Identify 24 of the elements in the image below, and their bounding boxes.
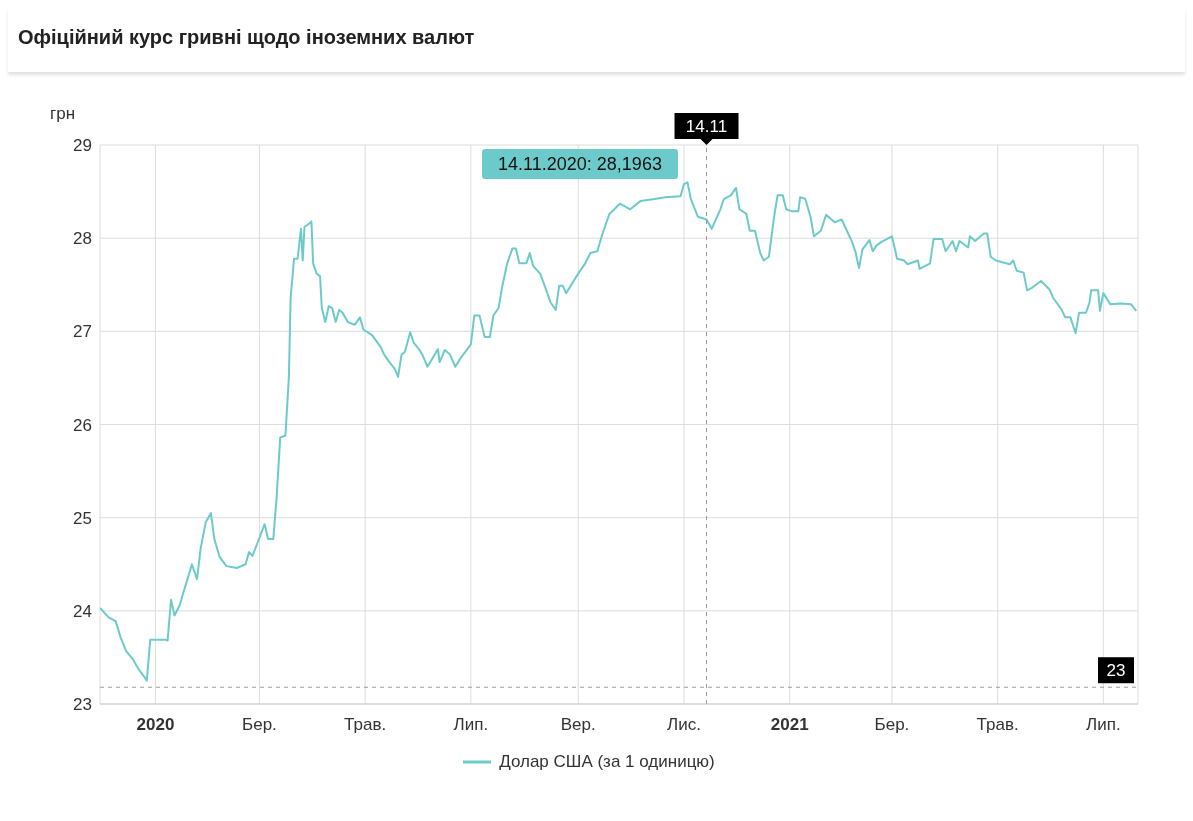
x-tick-label: Бер.	[874, 715, 910, 734]
y-tick-label: 25	[73, 508, 92, 528]
x-tick-label: Вер.	[560, 715, 596, 734]
y-tick-label: 23	[73, 695, 92, 715]
x-tick-label: 2021	[770, 715, 809, 734]
ref-line-label: 14.11	[685, 117, 728, 136]
x-tick-label: Лис.	[667, 715, 701, 734]
x-tick-label: 2020	[136, 715, 175, 734]
chart-title: Офіційний курс гривні щодо іноземних валют	[8, 8, 1185, 72]
y-tick-label: 26	[73, 415, 92, 435]
y-tick-label: 29	[73, 136, 92, 156]
x-tick-label: Трав.	[976, 715, 1019, 734]
y-tick-label: 28	[73, 229, 92, 249]
annotation: 14.11.2020: 28,1963	[482, 149, 678, 179]
x-tick-label: Бер.	[242, 715, 277, 734]
x-tick-label: Трав.	[344, 715, 387, 734]
x-tick-label: Лип.	[1086, 715, 1121, 734]
x-tick-label: Лип.	[453, 715, 489, 734]
ref-line-label: 23	[1106, 661, 1126, 681]
y-tick-label: 24	[73, 601, 92, 621]
legend-label: Долар США (за 1 одиницю)	[499, 752, 715, 772]
line-series	[100, 181, 1138, 682]
y-tick-label: 27	[73, 322, 92, 342]
y-axis-title: грн	[50, 104, 76, 124]
